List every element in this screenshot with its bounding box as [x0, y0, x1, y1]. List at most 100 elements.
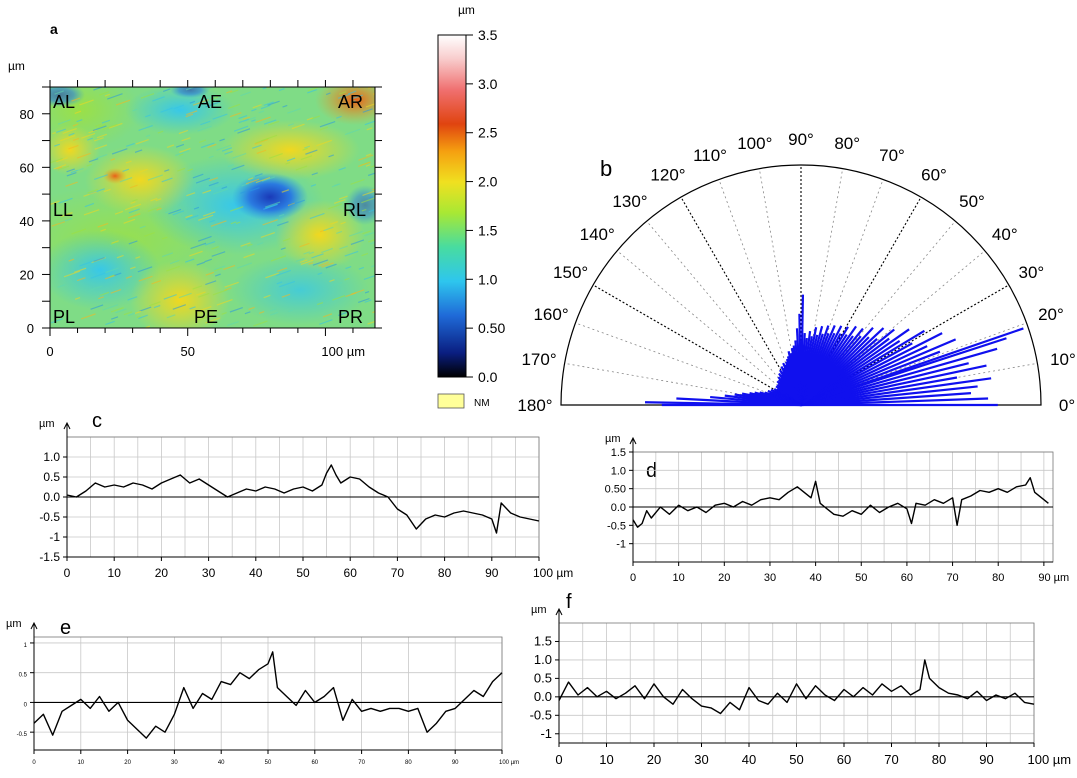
panel-d-profile: d µm1.51.00.500.0-0.5-10 10 20 30 40 50 60 70 80…	[605, 433, 1070, 584]
panel-a-y-tick-label: 60	[20, 160, 34, 175]
profile-y-tick-label: 1.0	[43, 450, 60, 464]
colorbar: µm 3.53.02.52.01.51.00.500.0 NM	[438, 3, 505, 409]
polar-angle-label: 60°	[921, 166, 947, 185]
profile-x-tick-label: 40	[742, 752, 756, 767]
polar-rose-rays	[645, 295, 1023, 405]
region-label-pr: PR	[338, 307, 363, 327]
profile-x-tick-label: 60	[344, 566, 358, 580]
profile-y-tick-label: 1.5	[534, 633, 552, 648]
region-label-ar: AR	[338, 92, 363, 112]
profile-x-tick-label: 100 µm	[533, 566, 573, 580]
colorbar-tick-label: 0.50	[478, 320, 505, 336]
polar-angle-label: 50°	[959, 192, 985, 211]
panel-a-axis-unit: µm	[8, 59, 25, 73]
panel-f-profile: f µm1.51.00.50.0-0.5-10 10 20 30 40 50 60 70 80 9…	[530, 591, 1072, 767]
profile-x-tick-label: 50	[296, 566, 310, 580]
texture-streak	[374, 137, 383, 140]
colorbar-tick-label: 2.0	[478, 174, 498, 190]
profile-y-tick-label: -0.5	[17, 732, 28, 738]
profile-x-tick-label: 20	[124, 760, 131, 766]
profile-x-tick-label: 0	[32, 760, 36, 766]
polar-angle-label: 80°	[834, 134, 860, 153]
profile-x-tick-label: 70	[946, 572, 958, 584]
panel-b-polar-rose: b 0°10°20°30°40°50°60°70°80°90°100°110°1…	[517, 130, 1075, 415]
profile-x-tick-label: 20	[647, 752, 661, 767]
profile-x-tick-label: 80	[405, 760, 412, 766]
profile-x-tick-label: 90	[979, 752, 993, 767]
profile-y-unit: µm	[6, 618, 22, 630]
profile-x-tick-label: 50	[855, 572, 867, 584]
polar-angle-label: 30°	[1019, 263, 1045, 282]
profile-y-unit: µm	[531, 604, 547, 616]
profile-x-tick-label: 30	[171, 760, 178, 766]
profile-y-tick-label: 1	[24, 643, 28, 649]
profile-x-tick-label: 0	[555, 752, 562, 767]
polar-angle-label: 140°	[580, 225, 615, 244]
profile-x-tick-label: 50	[789, 752, 803, 767]
profile-x-tick-label: 10	[77, 760, 84, 766]
panel-a-y-tick-label: 20	[20, 267, 34, 282]
panel-label-f: f	[566, 591, 572, 613]
polar-radial-line	[617, 251, 801, 405]
profile-x-tick-label: 90	[452, 760, 459, 766]
profile-x-tick-label: 60	[311, 760, 318, 766]
region-label-ll: LL	[53, 200, 73, 220]
colorbar-tick-label: 3.5	[478, 27, 498, 43]
profile-y-tick-label: 1.0	[611, 465, 626, 477]
panel-a-x-tick-label: 50	[180, 344, 194, 359]
profile-x-tick-label: 90 µm	[1038, 572, 1069, 584]
profile-x-tick-label: 70	[884, 752, 898, 767]
polar-angle-label: 10°	[1050, 350, 1076, 369]
panel-a-y-tick-label: 40	[20, 214, 34, 229]
profile-y-tick-label: 0.0	[534, 689, 552, 704]
profile-x-tick-label: 50	[265, 760, 272, 766]
colorbar-tick-label: 2.5	[478, 125, 498, 141]
profile-y-tick-label: 0.5	[534, 670, 552, 685]
profile-y-tick-label: 0.50	[605, 484, 626, 496]
colorbar-tick-label: 1.0	[478, 271, 498, 287]
profile-line	[633, 478, 1048, 528]
polar-angle-label: 70°	[879, 146, 905, 165]
profile-x-tick-label: 30	[764, 572, 776, 584]
colorbar-tick-label: 3.0	[478, 76, 498, 92]
profile-x-tick-label: 10	[108, 566, 122, 580]
profile-x-tick-label: 0	[630, 572, 636, 584]
nm-label: NM	[474, 398, 490, 409]
profile-y-tick-label: -1	[616, 539, 626, 551]
profile-x-tick-label: 60	[901, 572, 913, 584]
profile-x-tick-label: 70	[391, 566, 405, 580]
polar-angle-label: 20°	[1038, 305, 1064, 324]
profile-x-tick-label: 60	[837, 752, 851, 767]
region-label-ae: AE	[198, 92, 222, 112]
region-label-rl: RL	[343, 200, 366, 220]
panel-a-heightmap: a µm 0 50 100 µm020406080 AL AE ARLL RLPL PE PR	[0, 21, 395, 359]
profile-y-tick-label: -0.5	[530, 707, 552, 722]
polar-angle-label: 160°	[533, 305, 568, 324]
profile-y-tick-label: -1	[49, 530, 60, 544]
polar-angle-label: 170°	[521, 350, 556, 369]
profile-y-tick-label: 1.5	[611, 447, 626, 459]
panel-a-y-tick-label: 80	[20, 107, 34, 122]
panel-a-y-tick-label: 0	[27, 321, 34, 336]
polar-angle-label: 130°	[612, 192, 647, 211]
profile-x-tick-label: 20	[718, 572, 730, 584]
panel-label-c: c	[92, 410, 102, 432]
polar-angle-label: 180°	[517, 396, 552, 415]
profile-y-tick-label: -0.5	[607, 520, 626, 532]
profile-y-unit: µm	[605, 433, 621, 445]
profile-y-tick-label: -0.5	[39, 510, 60, 524]
profile-x-tick-label: 80	[438, 566, 452, 580]
region-label-pe: PE	[194, 307, 218, 327]
panel-label-a: a	[50, 21, 58, 37]
profile-y-tick-label: 0.5	[19, 673, 28, 679]
region-label-al: AL	[53, 92, 75, 112]
profile-x-tick-label: 30	[694, 752, 708, 767]
colorbar-gradient	[438, 35, 466, 377]
panel-label-e: e	[60, 617, 71, 639]
profile-x-tick-label: 30	[202, 566, 216, 580]
polar-angle-label: 100°	[737, 134, 772, 153]
profile-x-tick-label: 100 µm	[499, 760, 519, 766]
panel-e-profile: e µm10.50-0.50 10 20 30 40 50 60 70 80 90 100 µm	[6, 617, 519, 766]
profile-y-tick-label: -1.5	[39, 550, 60, 564]
nm-swatch	[438, 394, 464, 408]
